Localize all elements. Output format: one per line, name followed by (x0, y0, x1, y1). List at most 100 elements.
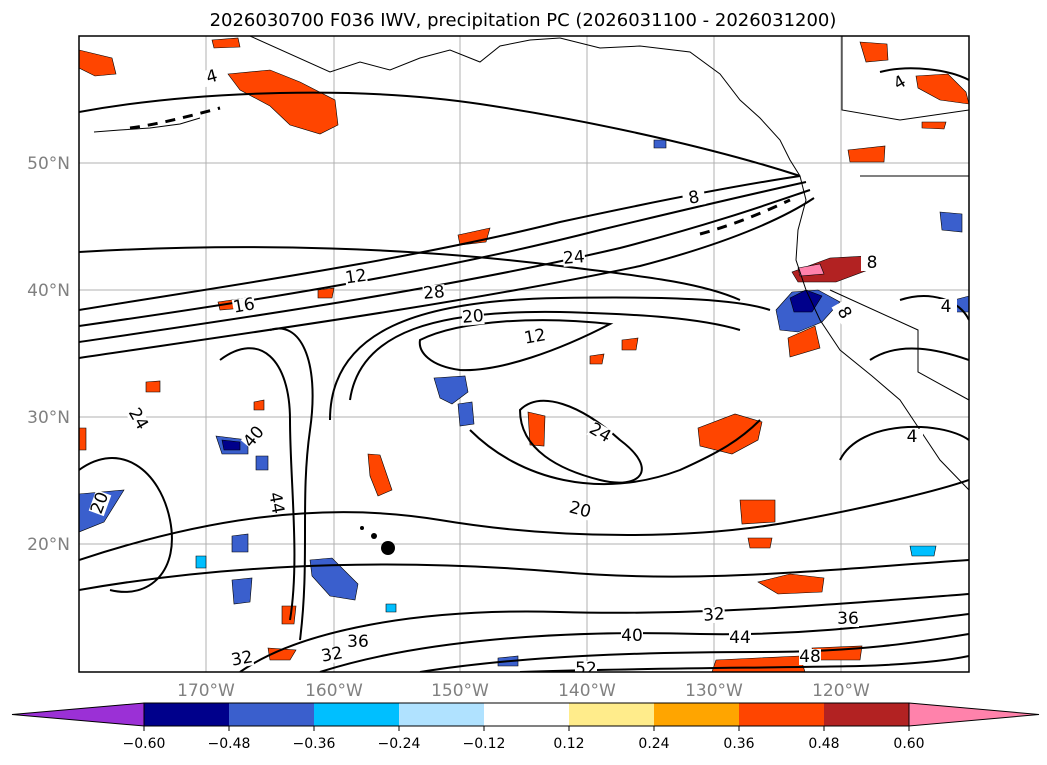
contour-label-bg (729, 630, 751, 646)
precip-patch (255, 455, 269, 471)
precip-patches (79, 37, 969, 672)
colorbar-tick-label: 0.36 (723, 736, 754, 752)
contour-label-bg (799, 649, 821, 665)
colorbar-extend-low (11, 702, 145, 727)
colorbar-tick-label: −0.12 (463, 736, 506, 752)
colorbar-tick-label: 0.60 (893, 736, 924, 752)
coastline (93, 117, 201, 133)
contour-label-bg (621, 628, 643, 644)
contour-label-bg (837, 611, 859, 627)
contour-label: 8 (687, 187, 701, 209)
lat-label: 20°N (27, 535, 70, 555)
contour-label: 32 (702, 604, 725, 626)
precip-patch (909, 545, 937, 557)
colorbar-swatch (229, 703, 314, 726)
contour-line (899, 295, 969, 321)
precip-patch (367, 453, 393, 497)
contour-label-bg (319, 645, 345, 665)
precip-patch (227, 69, 339, 135)
contour-line (469, 419, 761, 486)
contour-line (79, 457, 173, 593)
precip-patch (921, 121, 947, 130)
precip-patch (433, 375, 469, 405)
colorbar-swatch (569, 703, 654, 726)
colorbar-swatch (144, 703, 229, 726)
contour-label: 12 (523, 325, 548, 348)
contour-label-bg (422, 284, 446, 302)
lon-axis-labels: 170°W 160°W 150°W 140°W 130°W 120°W (177, 681, 870, 701)
contour-label: 44 (729, 628, 751, 648)
colorbar-frame (143, 702, 910, 727)
precip-patch (253, 399, 265, 411)
contour-label: 16 (232, 294, 257, 317)
precip-patch (79, 49, 117, 77)
contour-line (418, 319, 614, 372)
precip-patch (309, 557, 359, 601)
precip-patch (739, 499, 776, 525)
contour-label-bg (461, 308, 485, 326)
colorbar-swatch (654, 703, 739, 726)
colorbar-tick-label: −0.36 (293, 736, 336, 752)
colorbar: −0.60 −0.48 −0.36 −0.24 −0.12 0.12 0.24 0.36 0.4… (11, 702, 1040, 752)
contour-label-bg (240, 423, 268, 451)
lon-label: 170°W (177, 681, 235, 701)
precip-patch (145, 380, 161, 393)
coastline (795, 175, 969, 491)
lat-label: 50°N (27, 154, 70, 174)
contour-line (519, 655, 969, 672)
precip-patch (915, 73, 969, 105)
precip-patch (527, 411, 546, 447)
contour-label: 36 (347, 632, 369, 652)
precip-patch (697, 413, 763, 455)
colorbar-swatch (824, 703, 909, 726)
coastlines (93, 36, 969, 491)
contour-label-bg (343, 267, 369, 287)
contour-label-bg (266, 490, 286, 516)
contour-label-bg (681, 188, 707, 208)
precip-patch (317, 287, 335, 299)
precip-patch (939, 211, 963, 233)
precip-patch (231, 577, 253, 605)
contour-line (349, 310, 741, 401)
contour-label-bg (522, 327, 548, 347)
precip-patch (653, 139, 667, 149)
contour-line (79, 189, 811, 343)
contour-label-bg (901, 429, 923, 445)
iwv-contours (79, 67, 969, 672)
contour-line (79, 181, 807, 327)
precip-patch (847, 145, 886, 163)
colorbar-swatch (314, 703, 399, 726)
contour-line (79, 91, 801, 177)
contour-line (219, 347, 296, 621)
lon-label: 140°W (558, 681, 616, 701)
coastline (249, 36, 561, 73)
contour-label: 48 (799, 647, 821, 667)
contour-label-bg (935, 299, 957, 315)
colorbar-swatch (739, 703, 824, 726)
lon-label: 130°W (685, 681, 743, 701)
contour-label-bg (229, 649, 255, 669)
contour-line (79, 197, 815, 359)
contour-label-bg (567, 499, 593, 521)
contour-label: 40 (621, 626, 643, 646)
contour-label: 20 (461, 306, 484, 328)
precip-patch (195, 555, 207, 569)
lat-label: 40°N (27, 281, 70, 301)
lon-label: 120°W (812, 681, 870, 701)
contour-label: 4 (204, 66, 220, 88)
contour-line (879, 67, 969, 81)
contour-label-bg (861, 255, 883, 271)
contour-label-bg (125, 405, 151, 433)
contour-label: 12 (344, 266, 368, 289)
contour-label-bg (347, 634, 369, 650)
contour-label: 32 (320, 643, 345, 666)
contour-line (79, 559, 969, 591)
precip-patch (221, 439, 241, 451)
colorbar-swatch (399, 703, 484, 726)
hawaii-islands (360, 526, 395, 555)
figure-title: 2026030700 F036 IWV, precipitation PC (2… (210, 10, 837, 31)
coastline (841, 36, 969, 121)
precip-patch (589, 353, 605, 365)
